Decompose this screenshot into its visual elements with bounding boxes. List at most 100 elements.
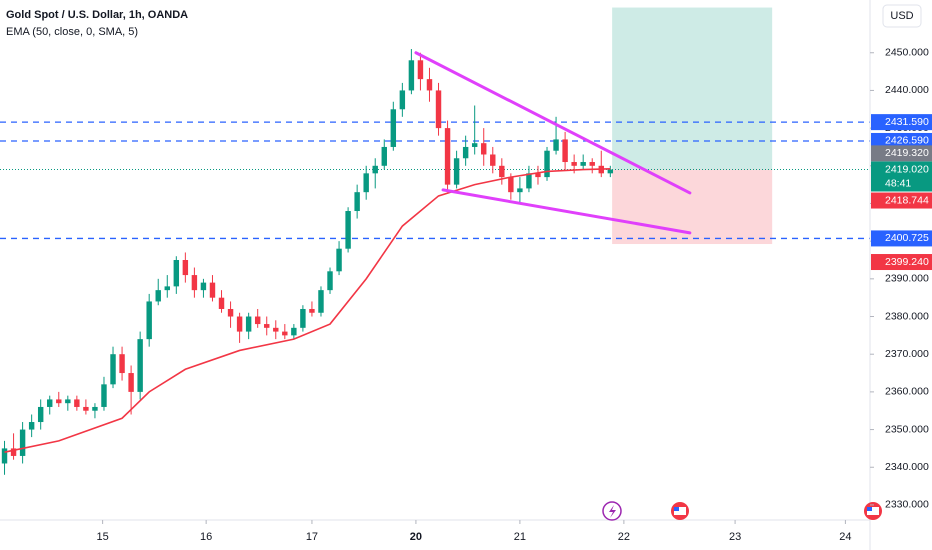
x-tick-label: 21 bbox=[514, 531, 526, 543]
price-label: 2419.320 bbox=[885, 147, 929, 159]
candle-body bbox=[363, 173, 369, 193]
candle-body bbox=[372, 165, 378, 174]
candle-body bbox=[309, 308, 315, 313]
price-label: 2426.590 bbox=[885, 135, 929, 147]
lightning bbox=[609, 505, 616, 518]
candle-body bbox=[128, 373, 134, 392]
stop-loss-zone bbox=[612, 169, 773, 245]
candle-body bbox=[580, 162, 586, 166]
candle-body bbox=[10, 448, 17, 456]
candle-body bbox=[291, 327, 297, 336]
candle-body bbox=[28, 422, 35, 430]
candle-body bbox=[517, 188, 523, 193]
candle-body bbox=[264, 324, 270, 328]
currency-box[interactable] bbox=[882, 4, 922, 28]
price-label: 2399.240 bbox=[885, 256, 929, 268]
candle-body bbox=[471, 143, 478, 147]
candle-body bbox=[426, 79, 433, 91]
candle-body bbox=[92, 406, 98, 411]
y-tick-label: 2370.000 bbox=[885, 348, 929, 360]
candle-body bbox=[490, 154, 496, 166]
candle-body bbox=[83, 406, 89, 411]
price-label-box bbox=[871, 192, 932, 209]
candle-body bbox=[526, 173, 532, 189]
plot bbox=[0, 48, 870, 475]
y-tick-label: 2330.000 bbox=[885, 499, 929, 511]
flag bbox=[674, 507, 686, 515]
x-tick-label: 17 bbox=[306, 531, 318, 543]
candle-body bbox=[245, 316, 252, 332]
price-label-box bbox=[871, 132, 932, 149]
candle-body bbox=[354, 192, 360, 212]
x-tick-label: 24 bbox=[839, 531, 851, 543]
price-label-box bbox=[871, 161, 932, 192]
y-tick-label: 2380.000 bbox=[885, 310, 929, 322]
candle-body bbox=[336, 248, 342, 272]
candle-body bbox=[273, 327, 279, 332]
candle-body bbox=[607, 169, 614, 174]
y-tick-label: 2340.000 bbox=[885, 461, 929, 473]
candle-body bbox=[462, 146, 469, 159]
candle-body bbox=[101, 384, 107, 407]
candle-body bbox=[137, 339, 143, 392]
price-label-box bbox=[871, 254, 932, 271]
candle-body bbox=[47, 399, 53, 407]
candle-body bbox=[164, 286, 170, 291]
candle-body bbox=[381, 146, 387, 166]
indicator-label: EMA (50, close, 0, SMA, 5) bbox=[6, 26, 138, 38]
candle-body bbox=[544, 150, 550, 178]
y-tick-label: 2390.000 bbox=[885, 273, 929, 285]
y-tick-label: 2350.000 bbox=[885, 423, 929, 435]
x-tick-label: 15 bbox=[96, 531, 108, 543]
candle-body bbox=[499, 165, 505, 178]
chart-title: Gold Spot / U.S. Dollar, 1h, OANDA bbox=[6, 9, 188, 21]
candle-body bbox=[435, 90, 442, 129]
candle-body bbox=[209, 282, 216, 298]
candle-body bbox=[227, 308, 234, 317]
x-tick-label: 23 bbox=[729, 531, 741, 543]
candle-body bbox=[399, 90, 406, 110]
flag bbox=[674, 507, 679, 511]
candle-body bbox=[318, 290, 324, 313]
candle-body bbox=[282, 331, 288, 336]
trend-line bbox=[414, 51, 692, 195]
candle-body bbox=[535, 173, 541, 178]
position-tool bbox=[612, 7, 773, 245]
candle-body bbox=[110, 354, 116, 385]
price-label: 2418.744 bbox=[885, 194, 929, 206]
candle-body bbox=[119, 354, 125, 374]
candle-body bbox=[200, 282, 207, 291]
flag bbox=[867, 507, 872, 511]
candle-body bbox=[191, 275, 198, 291]
candle-body bbox=[56, 399, 62, 404]
candle-body bbox=[444, 128, 451, 185]
candle-body bbox=[300, 308, 306, 328]
candle-body bbox=[327, 271, 333, 291]
candle-body bbox=[65, 399, 71, 404]
currency: USD bbox=[890, 10, 913, 22]
candle-body bbox=[182, 260, 189, 276]
price-label-box bbox=[871, 230, 932, 247]
y-tick-label: 2360.000 bbox=[885, 386, 929, 398]
countdown: 48:41 bbox=[885, 177, 911, 189]
ema-line bbox=[4, 168, 611, 453]
candle-body bbox=[481, 143, 487, 155]
candle-body bbox=[218, 297, 225, 309]
candle-body bbox=[236, 316, 243, 332]
x-tick-label: 20 bbox=[410, 531, 422, 543]
y-tick-label: 2440.000 bbox=[885, 84, 929, 96]
candle-body bbox=[408, 60, 415, 91]
candle-body bbox=[553, 139, 559, 151]
candle-body bbox=[254, 316, 261, 325]
candle-body bbox=[562, 139, 568, 163]
candle-body bbox=[74, 399, 80, 407]
candle-body bbox=[146, 301, 152, 340]
price-label: 2400.725 bbox=[885, 232, 929, 244]
candle-body bbox=[571, 162, 577, 166]
take-profit-zone bbox=[612, 7, 773, 170]
candle-body bbox=[589, 162, 595, 166]
x-tick-label: 16 bbox=[200, 531, 212, 543]
candle-body bbox=[37, 406, 44, 423]
